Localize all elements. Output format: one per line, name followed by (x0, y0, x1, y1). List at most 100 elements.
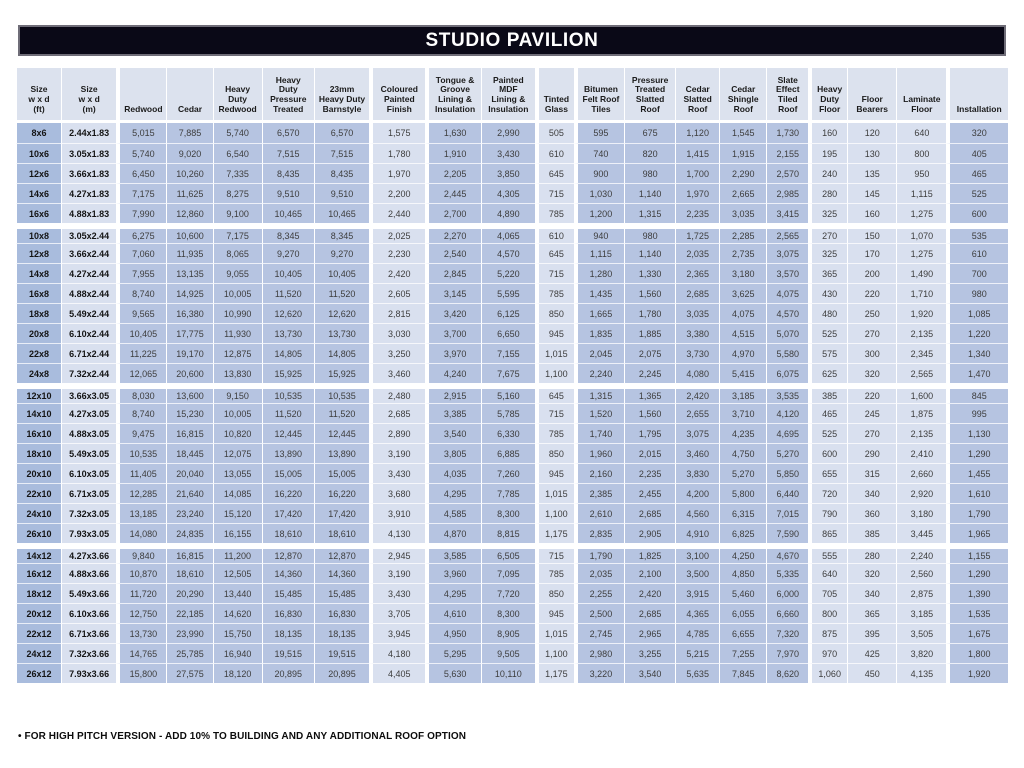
price-cell: 645 (534, 383, 574, 403)
size-m-cell: 7.93x3.66 (61, 663, 117, 683)
price-cell: 12,445 (261, 423, 314, 443)
price-cell: 7,175 (116, 183, 167, 203)
price-cell: 385 (808, 383, 848, 403)
price-cell: 1,015 (534, 623, 574, 643)
price-cell: 15,005 (261, 463, 314, 483)
price-cell: 9,055 (212, 263, 262, 283)
price-cell: 850 (534, 443, 574, 463)
price-table: Size w x d (ft) Size w x d (m) Redwood Ceda… (16, 68, 1008, 683)
table-row: 14x6 4.27x1.83 7,175 11,625 8,275 9,510 9,510 2… (16, 183, 1008, 203)
price-cell: 8,740 (116, 283, 167, 303)
price-cell: 13,890 (313, 443, 370, 463)
price-cell: 2,445 (425, 183, 481, 203)
price-cell: 2,835 (573, 523, 625, 543)
price-cell: 3,185 (719, 383, 767, 403)
price-cell: 2,420 (369, 263, 426, 283)
price-cell: 220 (847, 383, 897, 403)
price-cell: 8,300 (480, 603, 535, 623)
price-cell: 12,860 (166, 203, 213, 223)
price-cell: 1,795 (624, 423, 676, 443)
price-cell: 10,600 (166, 223, 213, 243)
price-cell: 9,505 (480, 643, 535, 663)
price-cell: 3,505 (896, 623, 947, 643)
table-row: 10x8 3.05x2.44 6,275 10,600 7,175 8,345 8,345 2… (16, 223, 1008, 243)
price-cell: 640 (896, 123, 947, 143)
price-cell: 4,405 (369, 663, 426, 683)
price-cell: 320 (847, 363, 897, 383)
price-cell: 7,845 (719, 663, 767, 683)
price-cell: 7,970 (766, 643, 809, 663)
price-cell: 2,965 (624, 623, 676, 643)
price-cell: 15,005 (313, 463, 370, 483)
price-cell: 19,515 (313, 643, 370, 663)
price-cell: 13,055 (212, 463, 262, 483)
price-cell: 12,750 (116, 603, 167, 623)
price-cell: 3,430 (369, 463, 426, 483)
price-cell: 4,670 (766, 543, 809, 563)
table-row: 10x6 3.05x1.83 5,740 9,020 6,540 7,515 7,515 1,… (16, 143, 1008, 163)
size-ft-cell: 26x12 (16, 663, 62, 683)
price-cell: 15,485 (261, 583, 314, 603)
size-ft-cell: 12x6 (16, 163, 62, 183)
table-row: 16x8 4.88x2.44 8,740 14,925 10,005 11,520 11,5… (16, 283, 1008, 303)
price-cell: 1,675 (946, 623, 1008, 643)
price-cell: 300 (847, 343, 897, 363)
price-cell: 2,420 (675, 383, 720, 403)
price-cell: 1,725 (675, 223, 720, 243)
price-cell: 395 (847, 623, 897, 643)
price-cell: 6,275 (116, 223, 167, 243)
price-cell: 2,560 (896, 563, 947, 583)
price-cell: 2,160 (573, 463, 625, 483)
price-cell: 13,730 (261, 323, 314, 343)
price-cell: 220 (847, 283, 897, 303)
price-cell: 6,570 (261, 123, 314, 143)
size-m-cell: 6.10x2.44 (61, 323, 117, 343)
price-cell: 4,560 (675, 503, 720, 523)
price-cell: 6,125 (480, 303, 535, 323)
price-cell: 4,295 (425, 483, 481, 503)
price-cell: 2,610 (573, 503, 625, 523)
price-cell: 3,820 (896, 643, 947, 663)
price-cell: 1,175 (534, 523, 574, 543)
price-cell: 16,815 (166, 543, 213, 563)
table-row: 12x8 3.66x2.44 7,060 11,935 8,065 9,270 9,270 2… (16, 243, 1008, 263)
price-cell: 940 (573, 223, 625, 243)
price-cell: 1,130 (946, 423, 1008, 443)
page-title: STUDIO PAVILION (425, 29, 599, 51)
price-cell: 1,100 (534, 643, 574, 663)
price-cell: 5,850 (766, 463, 809, 483)
size-ft-cell: 14x6 (16, 183, 62, 203)
price-cell: 4,180 (369, 643, 426, 663)
price-cell: 2,915 (425, 383, 481, 403)
table-row: 14x12 4.27x3.66 9,840 16,815 11,200 12,870 12,… (16, 543, 1008, 563)
price-cell: 17,420 (313, 503, 370, 523)
price-cell: 2,440 (369, 203, 426, 223)
price-cell: 1,030 (573, 183, 625, 203)
size-ft-cell: 24x12 (16, 643, 62, 663)
price-cell: 1,790 (573, 543, 625, 563)
price-cell: 5,160 (480, 383, 535, 403)
price-cell: 3,535 (766, 383, 809, 403)
price-cell: 5,800 (719, 483, 767, 503)
price-cell: 11,520 (313, 283, 370, 303)
price-cell: 610 (534, 223, 574, 243)
column-header: 23mm Heavy Duty Barnstyle (313, 68, 370, 123)
price-cell: 15,230 (166, 403, 213, 423)
price-cell: 4,120 (766, 403, 809, 423)
price-cell: 1,665 (573, 303, 625, 323)
price-cell: 4,200 (675, 483, 720, 503)
price-cell: 2,075 (624, 343, 676, 363)
price-cell: 20,040 (166, 463, 213, 483)
price-cell: 4,295 (425, 583, 481, 603)
price-cell: 785 (534, 563, 574, 583)
price-cell: 10,005 (212, 283, 262, 303)
size-ft-cell: 22x8 (16, 343, 62, 363)
price-cell: 10,465 (313, 203, 370, 223)
price-cell: 4,695 (766, 423, 809, 443)
price-cell: 525 (946, 183, 1008, 203)
price-cell: 11,520 (313, 403, 370, 423)
price-cell: 3,430 (369, 583, 426, 603)
column-header: Cedar (166, 68, 213, 123)
price-cell: 1,120 (675, 123, 720, 143)
price-cell: 4,570 (766, 303, 809, 323)
